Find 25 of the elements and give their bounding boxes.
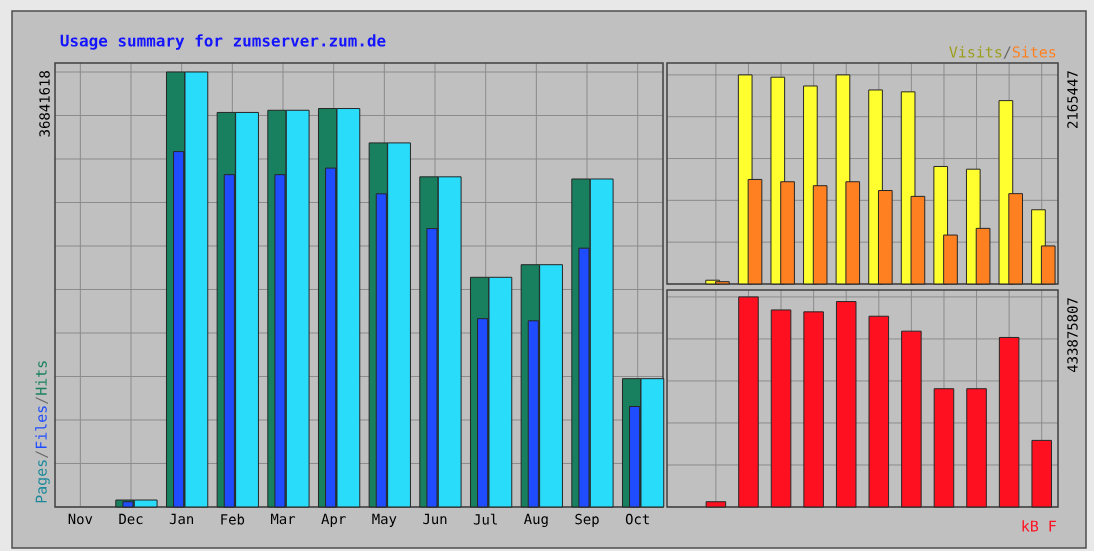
text: Visits (949, 46, 1002, 58)
x-tick-label: Nov (68, 513, 93, 525)
x-tick-label: Mar (270, 513, 296, 525)
legend-title: / (1003, 46, 1011, 59)
x-tick-label: Feb (221, 513, 245, 525)
chart-title: Usage summary for zumserver.zum.de (60, 34, 386, 50)
x-tick-label: Jan (169, 513, 194, 525)
x-tick-label: May (372, 513, 397, 527)
x-tick-label: Oct (625, 513, 649, 525)
x-tick-label: Jul (473, 513, 497, 525)
text: Files (35, 406, 47, 449)
text: 2165447 (1067, 71, 1078, 128)
text: / (35, 396, 48, 405)
text: Pages (35, 460, 50, 503)
text: Hits (35, 361, 47, 395)
text: 433875807 (1067, 298, 1078, 373)
x-tick-label: Apr (321, 513, 346, 527)
x-tick-label: Dec (119, 513, 143, 525)
text: Sites (1012, 46, 1056, 58)
x-tick-label: Sep (575, 513, 599, 528)
series-label: kB F (1022, 520, 1056, 532)
legend-title: / (35, 450, 48, 459)
x-tick-label: Aug (524, 513, 548, 527)
text: 36841618 (39, 71, 50, 137)
x-tick-label: Jun (423, 513, 447, 525)
